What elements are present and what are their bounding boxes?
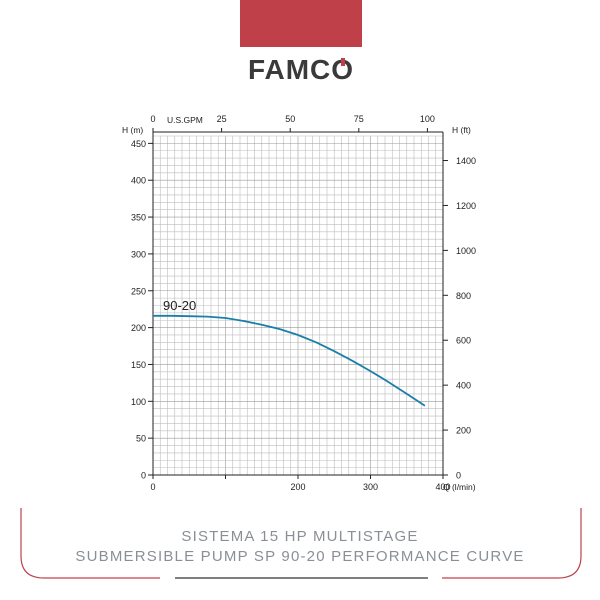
- chart-grid: [152, 135, 444, 476]
- top-tick-label: 100: [420, 114, 435, 124]
- top-axis-label: U.S.GPM: [167, 115, 203, 125]
- logo-text: FAMCO: [248, 54, 354, 85]
- left-axis-label: H (m): [122, 125, 143, 135]
- left-tick-label: 0: [141, 471, 146, 481]
- right-tick-label: 800: [456, 291, 471, 301]
- left-tick-label: 150: [131, 360, 146, 370]
- top-tick-label: 75: [354, 114, 364, 124]
- chart-ticks: 0501001502002503003504004500200400600800…: [131, 114, 476, 492]
- brand-band: [240, 0, 362, 47]
- chart-axes: [152, 131, 444, 476]
- left-tick-label: 50: [136, 434, 146, 444]
- right-tick-label: 200: [456, 426, 471, 436]
- series-label-90-20: 90-20: [163, 298, 196, 313]
- series-line-90-20: [153, 314, 426, 407]
- performance-chart: 0501001502002503003504004500200400600800…: [122, 114, 476, 492]
- top-tick-label: 50: [285, 114, 295, 124]
- right-tick-label: 0: [456, 471, 461, 481]
- top-tick-label: 25: [217, 114, 227, 124]
- bottom-tick-label: 200: [290, 482, 305, 492]
- right-tick-label: 600: [456, 336, 471, 346]
- left-tick-label: 300: [131, 249, 146, 259]
- right-tick-label: 1000: [456, 246, 476, 256]
- left-tick-label: 200: [131, 323, 146, 333]
- logo-accent: [341, 58, 345, 66]
- left-tick-label: 100: [131, 397, 146, 407]
- bottom-tick-label: 300: [363, 482, 378, 492]
- right-tick-label: 1400: [456, 156, 476, 166]
- right-tick-label: 1200: [456, 201, 476, 211]
- bottom-tick-label: 400: [435, 482, 450, 492]
- left-tick-label: 400: [131, 176, 146, 186]
- right-axis-label: H (ft): [452, 125, 471, 135]
- left-tick-label: 350: [131, 213, 146, 223]
- caption-line-1: SISTEMA 15 HP MULTISTAGE: [181, 528, 419, 545]
- left-tick-label: 250: [131, 286, 146, 296]
- bottom-tick-label: 0: [150, 482, 155, 492]
- left-tick-label: 450: [131, 139, 146, 149]
- bottom-axis-label: Q (l/min): [443, 482, 476, 492]
- top-tick-label: 0: [150, 114, 155, 124]
- right-tick-label: 400: [456, 381, 471, 391]
- famco-logo: FAMCO: [248, 54, 354, 85]
- caption-frame: [20, 508, 582, 579]
- caption-line-2: SUBMERSIBLE PUMP SP 90-20 PERFORMANCE CU…: [75, 548, 525, 565]
